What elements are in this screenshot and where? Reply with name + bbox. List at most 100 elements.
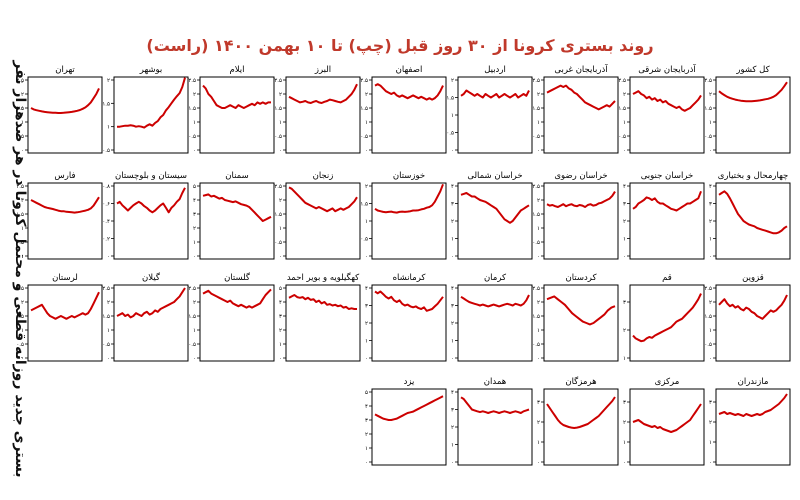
panel-26: لرستان ۰ ۰.۵ ۱ ۱.۵ ۲ ۲.۵: [16, 273, 103, 362]
y-tick-label: ۱.۵: [102, 314, 110, 320]
y-tick-label: ۲.۵: [274, 78, 282, 84]
y-tick-label: ۰: [107, 254, 110, 260]
panel-title: البرز: [314, 65, 331, 75]
panel-frame: [543, 284, 619, 362]
y-tick-label: ۲: [365, 92, 368, 98]
y-tick-label: ۱.۵: [532, 212, 540, 218]
y-tick-label: ۳: [709, 400, 712, 406]
panel-title: خراسان رضوی: [554, 171, 607, 181]
panel-title: سمنان: [225, 171, 248, 181]
y-tick-label: ۲: [21, 198, 24, 204]
series-line: [117, 77, 186, 129]
y-tick-label: ۰.۵: [274, 134, 282, 140]
y-tick-label: ۰: [21, 254, 24, 260]
y-tick-label: ۰: [365, 254, 368, 260]
y-tick-label: ۱.۵: [16, 212, 24, 218]
panel-frame: [457, 388, 533, 466]
y-tick-label: ۱: [193, 328, 196, 334]
panel-4: اصفهان ۰ ۰.۵ ۱ ۱.۵ ۲ ۲.۵: [360, 65, 447, 154]
y-tick-label: ۲.۵: [532, 78, 540, 84]
panel-frame: [285, 76, 361, 154]
y-tick-label: ۱: [537, 226, 540, 232]
panel-title: کرمان: [484, 273, 507, 283]
y-tick-label: ۱: [279, 226, 282, 232]
panel-frame: [199, 182, 275, 260]
y-tick-label: ۰: [623, 254, 626, 260]
series-line: [632, 403, 702, 433]
y-tick-label: ۲.۵: [618, 78, 626, 84]
y-tick-label: ۵: [365, 390, 368, 396]
panel-10: خراسان جنوبی ۰ ۱ ۲ ۳ ۴: [623, 171, 705, 260]
y-tick-label: ۳: [709, 202, 712, 208]
y-tick-label: ۲: [21, 300, 24, 306]
y-tick-label: ۲.۵: [16, 286, 24, 292]
y-tick-label: ۲: [709, 219, 712, 225]
y-tick-label: ۰: [365, 460, 368, 466]
y-tick-label: ۲: [279, 328, 282, 334]
panel-title: کرمانشاه: [393, 273, 427, 283]
panel-frame: [371, 76, 447, 154]
panel-title: یزد: [404, 377, 415, 387]
y-tick-label: ۲.۵: [16, 184, 24, 190]
panel-frame: [27, 182, 103, 260]
y-tick-label: ۰: [451, 460, 454, 466]
panel-7: بوشهر ۰.۵ ۱ ۱.۵ ۲: [102, 65, 189, 154]
y-tick-label: ۰: [365, 356, 368, 362]
y-tick-label: ۰: [537, 148, 540, 154]
panel-frame: [113, 76, 189, 154]
panel-title: کردستان: [565, 273, 597, 283]
series-line: [546, 84, 616, 111]
y-tick-label: ۰.۵: [16, 134, 24, 140]
y-tick-label: ۱: [709, 120, 712, 126]
y-tick-label: ۲.۵: [274, 184, 282, 190]
y-tick-label: ۱.۵: [704, 106, 712, 112]
y-tick-label: ۱.۵: [188, 314, 196, 320]
y-tick-label: ۰: [451, 356, 454, 362]
y-tick-label: ۰.۵: [532, 134, 540, 140]
y-tick-label: ۱.۵: [618, 106, 626, 112]
y-tick-label: ۰.۵: [102, 342, 110, 348]
y-tick-label: ۱: [365, 219, 368, 225]
panel-title: خراسان جنوبی: [641, 171, 694, 181]
series-line: [718, 190, 788, 235]
y-tick-label: ۴: [193, 198, 196, 204]
y-tick-label: ۱: [21, 120, 24, 126]
y-tick-label: ۴: [365, 404, 368, 410]
y-tick-label: ۰: [451, 148, 454, 154]
y-tick-label: ۲: [537, 198, 540, 204]
y-tick-label: ۴: [365, 286, 368, 292]
y-tick-label: ۳: [365, 418, 368, 424]
y-tick-label: ۱: [451, 443, 454, 449]
series-line: [202, 288, 272, 309]
panel-frame: [113, 284, 189, 362]
y-tick-label: ۰.۵: [102, 148, 110, 154]
y-tick-label: ۲: [451, 219, 454, 225]
y-tick-label: ۲: [279, 198, 282, 204]
series-line: [632, 190, 702, 212]
y-tick-label: ۲: [365, 321, 368, 327]
panel-25: گیلان ۰ ۰.۵ ۱ ۱.۵ ۲ ۲.۵: [102, 272, 189, 362]
panel-frame: [199, 76, 275, 154]
panel-frame: [629, 182, 705, 260]
y-tick-label: ۲: [107, 300, 110, 306]
panel-frame: [715, 76, 791, 154]
panel-frame: [27, 284, 103, 362]
y-tick-label: ۰: [537, 460, 540, 466]
y-tick-label: ۲.۵: [16, 78, 24, 84]
panel-frame: [285, 182, 361, 260]
series-line: [202, 193, 272, 222]
y-tick-label: ۱: [623, 440, 626, 446]
series-line: [374, 395, 444, 421]
panel-frame: [543, 388, 619, 466]
y-tick-label: ۱: [623, 237, 626, 243]
y-tick-label: ۰: [107, 356, 110, 362]
y-tick-label: ۰: [709, 460, 712, 466]
y-tick-label: ۵: [279, 286, 282, 292]
y-tick-label: ۴: [279, 300, 282, 306]
series-line: [718, 393, 788, 417]
series-line: [718, 81, 788, 103]
y-tick-label: ۲: [451, 78, 454, 84]
y-tick-label: ۲: [623, 420, 626, 426]
y-tick-label: ۴: [709, 184, 712, 190]
y-tick-label: ۲: [193, 226, 196, 232]
